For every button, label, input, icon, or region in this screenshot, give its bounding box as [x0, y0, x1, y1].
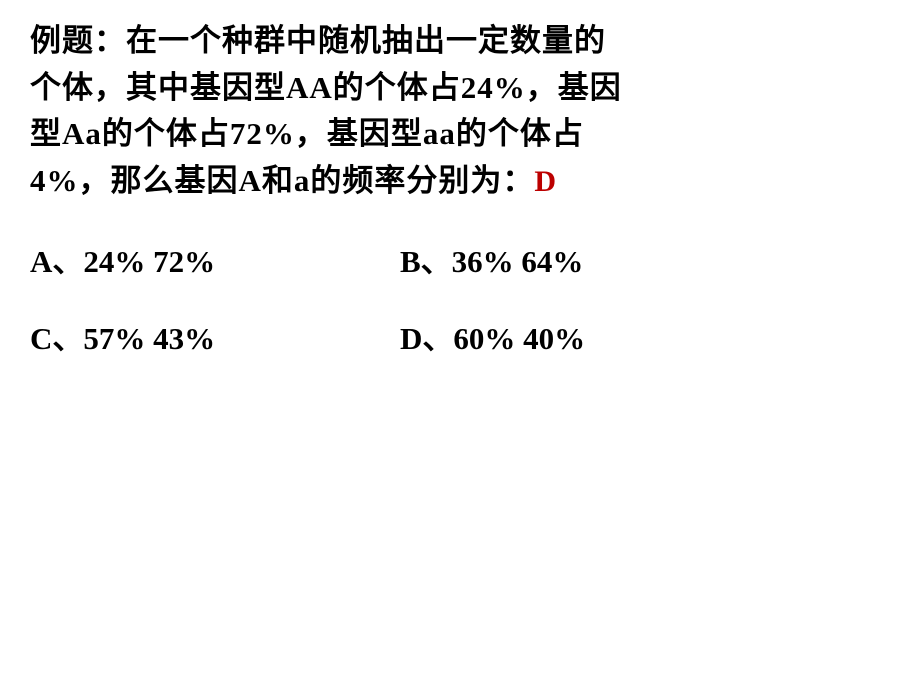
question-line-2: 个体，其中基因型AA的个体占24%，基因	[30, 70, 622, 105]
option-row-1: A、24% 72% B、36% 64%	[30, 236, 890, 281]
correct-answer-mark: D	[534, 165, 557, 198]
option-C: C、57% 43%	[30, 313, 400, 358]
question-line-1: 例题：在一个种群中随机抽出一定数量的	[30, 23, 606, 58]
question-text: 例题：在一个种群中随机抽出一定数量的 个体，其中基因型AA的个体占24%，基因 …	[30, 18, 890, 204]
slide-container: 例题：在一个种群中随机抽出一定数量的 个体，其中基因型AA的个体占24%，基因 …	[0, 0, 920, 358]
options-block: A、24% 72% B、36% 64% C、57% 43% D、60% 40%	[30, 236, 890, 358]
option-B: B、36% 64%	[400, 236, 890, 281]
option-row-2: C、57% 43% D、60% 40%	[30, 313, 890, 358]
question-line-4: 4%，那么基因A和a的频率分别为：	[30, 163, 534, 198]
option-A: A、24% 72%	[30, 236, 400, 281]
option-D: D、60% 40%	[400, 313, 890, 358]
question-line-3: 型Aa的个体占72%，基因型aa的个体占	[30, 116, 584, 151]
